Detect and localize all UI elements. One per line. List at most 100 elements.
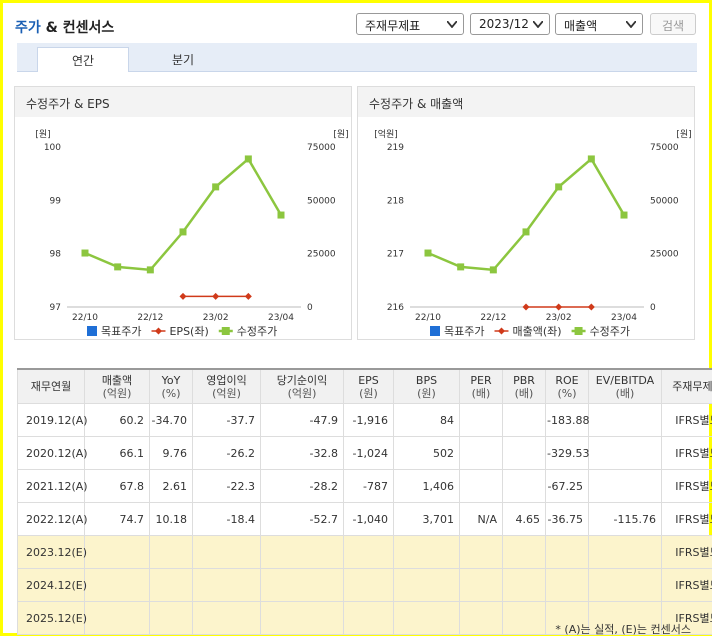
tab[interactable]: 연간 <box>37 47 129 72</box>
table-cell: N/A <box>460 503 503 536</box>
table-cell <box>460 536 503 569</box>
y-tick-label: 218 <box>387 196 404 206</box>
y2-unit: [원] <box>333 129 348 140</box>
table-cell: -52.7 <box>261 503 344 536</box>
note: * (A)는 실적, (E)는 컨센서스 <box>555 621 691 637</box>
legend-marker <box>87 326 97 336</box>
arrow <box>447 21 457 28</box>
header-row: 재무연월 매출액(억원)YoY(%)영업이익(억원)당기순이익(억원) EPS(원)… <box>18 369 712 404</box>
tab[interactable]: 분기 <box>137 47 229 72</box>
column-header: EV/EBITDA(배) <box>589 369 662 404</box>
table-cell <box>150 569 193 602</box>
table-cell: 2025.12(E) <box>18 602 85 635</box>
marker <box>278 212 285 219</box>
title-rest: & 컨센서스 <box>46 20 115 36</box>
column-name: 주재무제표 <box>672 380 712 393</box>
legend-marker <box>498 328 505 335</box>
marker <box>523 228 530 235</box>
chart: [억원][원]216217218219025000500007500022/10… <box>358 87 696 341</box>
table-cell: 3,701 <box>394 503 460 536</box>
table-cell <box>503 404 546 437</box>
table-cell: 2024.12(E) <box>18 569 85 602</box>
select[interactable]: 2023/12 <box>470 13 550 35</box>
table-cell: -36.75 <box>546 503 589 536</box>
table-cell: 84 <box>394 404 460 437</box>
column-header: 영업이익(억원) <box>193 369 261 404</box>
table-cell <box>460 404 503 437</box>
column-name: 당기순이익 <box>277 374 328 387</box>
tabs: 연간 분기 <box>17 43 697 72</box>
column-header: YoY(%) <box>150 369 193 404</box>
table-cell: IFRS별도 <box>662 470 712 503</box>
column-header: 매출액(억원) <box>85 369 150 404</box>
legend-label: 목표주가 <box>101 325 141 338</box>
column-name: BPS <box>416 374 437 387</box>
column-name: EPS <box>358 374 379 387</box>
table-cell <box>193 569 261 602</box>
table-cell <box>193 602 261 635</box>
select-text: 주재무제표 <box>365 19 420 33</box>
x-tick-label: 22/10 <box>415 313 441 323</box>
marker <box>555 304 562 311</box>
legend-label: 수정주가 <box>237 325 277 338</box>
legend-marker <box>430 326 440 336</box>
table-cell: -115.76 <box>589 503 662 536</box>
table-cell <box>344 602 394 635</box>
marker <box>212 293 219 300</box>
marker <box>588 155 595 162</box>
table-cell: 2019.12(A) <box>18 404 85 437</box>
y-tick-label: 219 <box>387 143 404 153</box>
table-cell <box>589 470 662 503</box>
table-cell <box>589 404 662 437</box>
table-cell: IFRS별도 <box>662 404 712 437</box>
column-header: 당기순이익(억원) <box>261 369 344 404</box>
marker <box>588 304 595 311</box>
marker <box>555 183 562 190</box>
table-cell <box>85 536 150 569</box>
legend-label: 목표주가 <box>444 325 484 338</box>
select[interactable]: 주재무제표 <box>356 13 464 35</box>
table-cell <box>150 536 193 569</box>
table-cell: IFRS별도 <box>662 536 712 569</box>
table-cell: -34.70 <box>150 404 193 437</box>
table-cell <box>503 536 546 569</box>
column-header: BPS(원) <box>394 369 460 404</box>
table-cell <box>261 569 344 602</box>
column-unit: (%) <box>547 387 587 400</box>
table-cell <box>460 437 503 470</box>
marker <box>114 263 121 270</box>
y-tick-label: 98 <box>50 250 62 260</box>
search-button[interactable]: 검색 <box>650 13 696 35</box>
column-name: 재무연월 <box>31 380 71 393</box>
table-cell <box>503 569 546 602</box>
table-cell: -183.88 <box>546 404 589 437</box>
marker <box>457 263 464 270</box>
arrow <box>533 21 543 28</box>
table-cell: 60.2 <box>85 404 150 437</box>
x-tick-label: 22/12 <box>480 313 506 323</box>
table-cell: 2022.12(A) <box>18 503 85 536</box>
y-tick-label: 217 <box>387 250 404 260</box>
table-cell: 2021.12(A) <box>18 470 85 503</box>
series-line <box>428 159 624 270</box>
y2-tick-label: 25000 <box>650 250 679 260</box>
x-tick-label: 22/12 <box>137 313 163 323</box>
marker <box>523 304 530 311</box>
marker <box>245 293 252 300</box>
column-unit: (배) <box>590 387 660 400</box>
table-cell <box>503 470 546 503</box>
table-cell: IFRS별도 <box>662 503 712 536</box>
table-cell: -22.3 <box>193 470 261 503</box>
select[interactable]: 매출액 <box>555 13 643 35</box>
financial-table: 재무연월 매출액(억원)YoY(%)영업이익(억원)당기순이익(억원) EPS(원)… <box>17 368 712 635</box>
column-header: 주재무제표 <box>662 369 712 404</box>
title-highlight: 주가 <box>15 20 41 36</box>
column-name: EV/EBITDA <box>596 374 654 387</box>
table-cell: -28.2 <box>261 470 344 503</box>
column-unit: (원) <box>345 387 392 400</box>
